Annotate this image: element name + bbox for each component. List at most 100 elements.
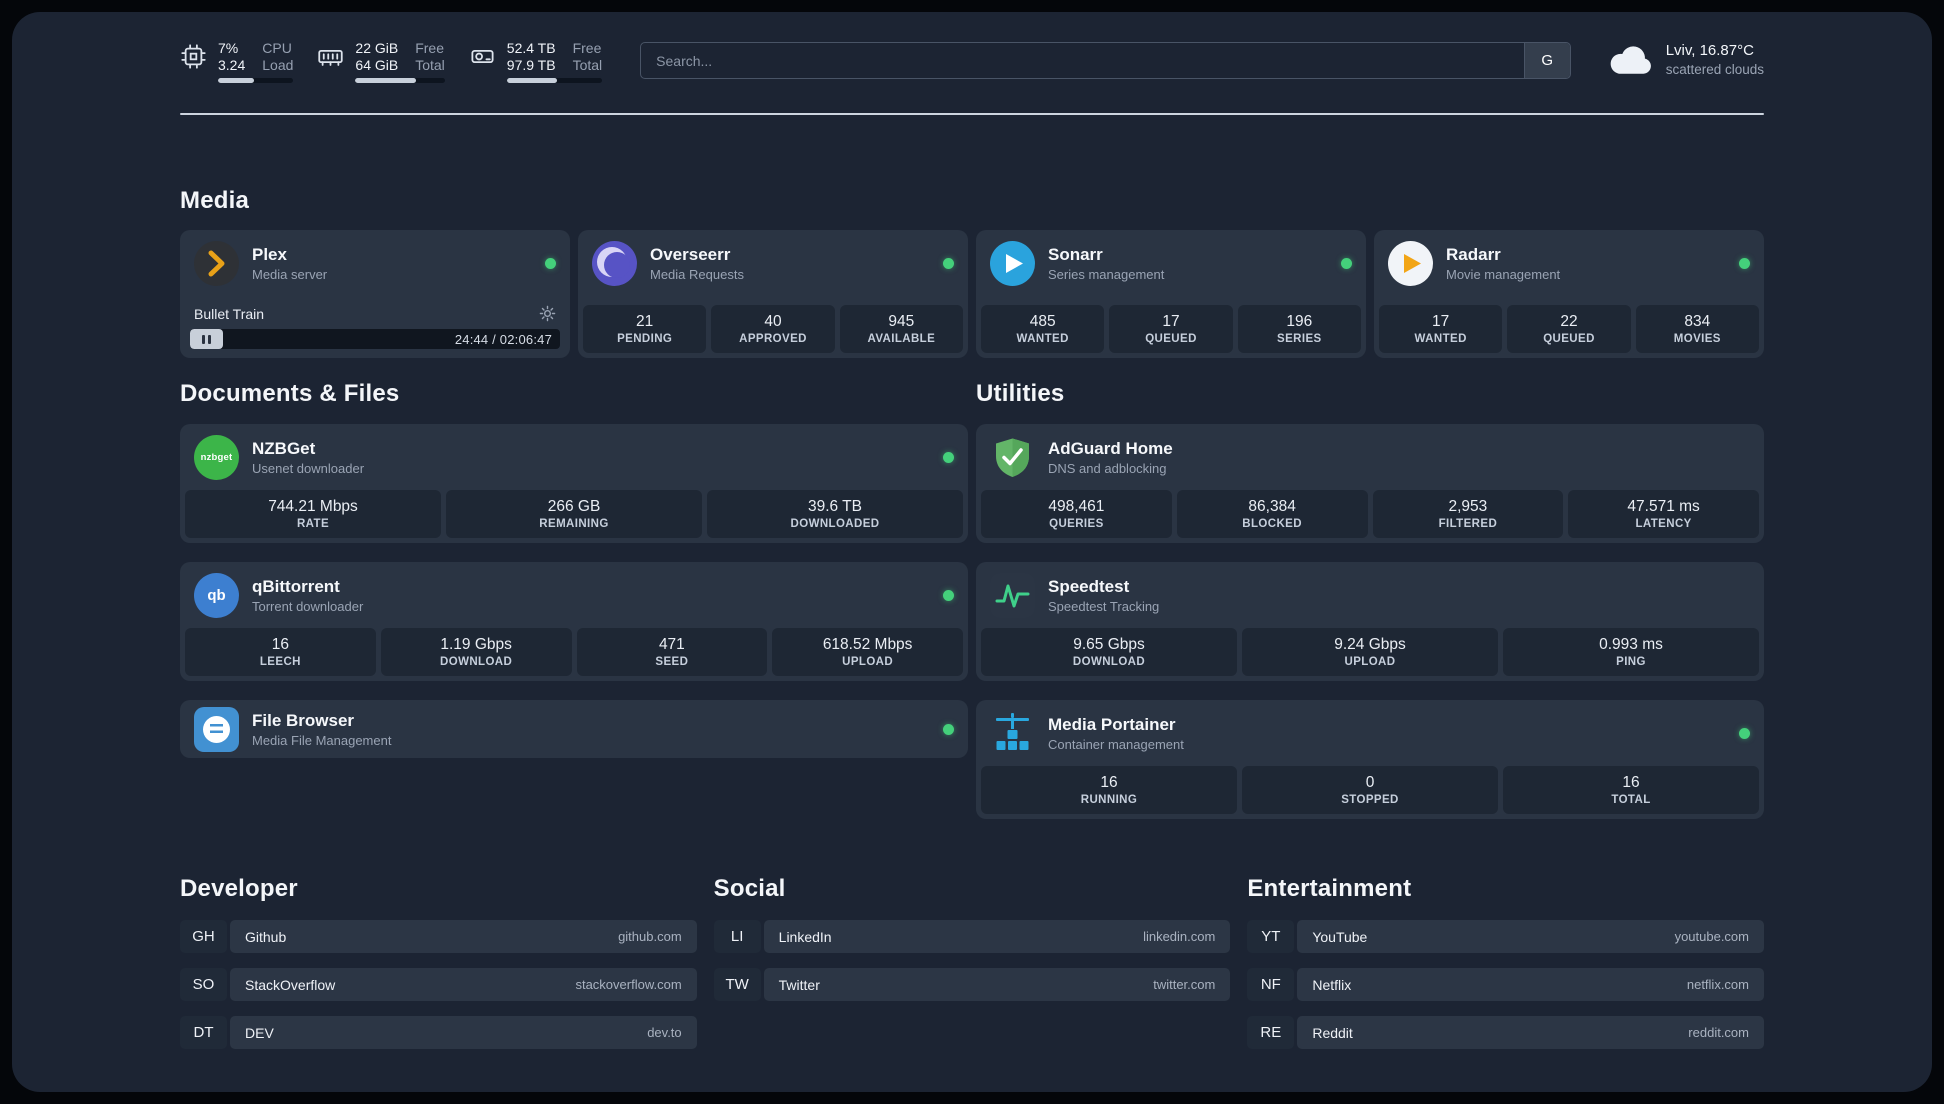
stat-running: 16 RUNNING bbox=[981, 766, 1237, 814]
sonarr-card[interactable]: Sonarr Series management 485 WANTED 17 QUE… bbox=[976, 230, 1366, 358]
plex-card[interactable]: Plex Media server Bullet Train bbox=[180, 230, 570, 358]
memory-free-value: 22 GiB bbox=[355, 40, 399, 56]
app-desc: Container management bbox=[1048, 737, 1184, 752]
qbittorrent-card[interactable]: qb qBittorrent Torrent downloader 16 LEEC… bbox=[180, 562, 968, 681]
bookmark-stackoverflow[interactable]: SO StackOverflow stackoverflow.com bbox=[180, 968, 697, 1001]
bookmark-name: Twitter bbox=[778, 976, 820, 993]
status-dot bbox=[943, 590, 954, 601]
bookmark-domain: youtube.com bbox=[1674, 929, 1749, 944]
cpu-label: CPU bbox=[262, 40, 292, 56]
stat-total: 16 TOTAL bbox=[1503, 766, 1759, 814]
bookmark-name: Github bbox=[245, 928, 287, 945]
playback-progress-bar[interactable]: 24:44 / 02:06:47 bbox=[190, 329, 560, 349]
cpu-widget: 7% 3.24 CPU Load bbox=[180, 40, 294, 83]
app-desc: Media server bbox=[252, 267, 328, 282]
cpu-percent: 7% bbox=[218, 40, 239, 56]
radarr-icon bbox=[1388, 241, 1433, 286]
section-heading-social: Social bbox=[713, 875, 786, 902]
stat-upload: 9.24 Gbps UPLOAD bbox=[1242, 628, 1498, 676]
weather-condition: scattered clouds bbox=[1665, 62, 1764, 77]
stat-download: 9.65 Gbps DOWNLOAD bbox=[981, 628, 1237, 676]
filebrowser-card[interactable]: File Browser Media File Management bbox=[180, 700, 968, 758]
portainer-card[interactable]: Media Portainer Container management 16 R… bbox=[976, 700, 1764, 819]
app-name: Overseerr bbox=[650, 245, 731, 264]
bookmark-reddit[interactable]: RE Reddit reddit.com bbox=[1247, 1016, 1764, 1049]
status-dot bbox=[943, 258, 954, 269]
bookmark-twitter[interactable]: TW Twitter twitter.com bbox=[713, 968, 1231, 1001]
filebrowser-icon bbox=[194, 706, 239, 752]
disk-free-value: 52.4 TB bbox=[506, 40, 556, 56]
app-desc: Usenet downloader bbox=[252, 461, 365, 476]
topbar-divider bbox=[180, 113, 1764, 115]
bookmark-abbr: NF bbox=[1247, 968, 1295, 1001]
bookmark-name: LinkedIn bbox=[778, 928, 832, 945]
app-name: Sonarr bbox=[1048, 245, 1103, 264]
memory-usage-bar bbox=[355, 78, 445, 83]
plex-icon bbox=[194, 241, 239, 286]
overseerr-card[interactable]: Overseerr Media Requests 21 PENDING 40 APP… bbox=[578, 230, 968, 358]
bookmark-abbr: SO bbox=[180, 968, 227, 1001]
bookmark-name: YouTube bbox=[1312, 928, 1368, 945]
disk-widget: 52.4 TB 97.9 TB Free Total bbox=[469, 40, 603, 83]
cpu-load-value: 3.24 bbox=[218, 57, 246, 73]
search-input[interactable] bbox=[640, 42, 1571, 79]
stat-approved: 40 APPROVED bbox=[711, 305, 835, 353]
stat-movies: 834 MOVIES bbox=[1635, 305, 1759, 353]
disk-free-label: Free bbox=[572, 40, 602, 56]
stat-blocked: 86,384 BLOCKED bbox=[1176, 490, 1368, 538]
app-desc: Media File Management bbox=[252, 732, 392, 748]
bookmark-abbr: YT bbox=[1247, 920, 1295, 953]
app-name: File Browser bbox=[252, 710, 355, 730]
stat-queued: 17 QUEUED bbox=[1109, 305, 1233, 353]
speedtest-card[interactable]: Speedtest Speedtest Tracking 9.65 Gbps DO… bbox=[976, 562, 1764, 681]
section-heading-media: Media bbox=[180, 187, 250, 214]
bookmark-linkedin[interactable]: LI LinkedIn linkedin.com bbox=[713, 920, 1231, 953]
bookmark-domain: twitter.com bbox=[1153, 977, 1216, 992]
bookmark-abbr: TW bbox=[713, 968, 761, 1001]
media-grid: Plex Media server Bullet Train bbox=[180, 230, 1764, 358]
section-heading-documents: Documents & Files bbox=[180, 380, 400, 407]
section-heading-utilities: Utilities bbox=[976, 380, 1065, 407]
bookmark-youtube[interactable]: YT YouTube youtube.com bbox=[1247, 920, 1764, 953]
stat-queries: 498,461 QUERIES bbox=[981, 490, 1172, 538]
status-dot bbox=[1739, 728, 1750, 739]
stat-download: 1.19 Gbps DOWNLOAD bbox=[380, 628, 572, 676]
social-column: Social LI LinkedIn linkedin.com TW Twitt… bbox=[713, 875, 1231, 1064]
stat-downloaded: 39.6 TB DOWNLOADED bbox=[707, 490, 963, 538]
portainer-icon bbox=[990, 711, 1035, 756]
bookmark-github[interactable]: GH Github github.com bbox=[180, 920, 697, 953]
nzbget-card[interactable]: nzbget NZBGet Usenet downloader 744.21 M… bbox=[180, 424, 968, 543]
adguard-icon bbox=[990, 435, 1035, 480]
status-dot bbox=[1341, 258, 1352, 269]
stat-pending: 21 PENDING bbox=[583, 305, 707, 353]
bookmark-domain: reddit.com bbox=[1688, 1025, 1749, 1040]
memory-widget: 22 GiB 64 GiB Free Total bbox=[317, 40, 445, 83]
bookmark-dev[interactable]: DT DEV dev.to bbox=[180, 1016, 697, 1049]
app-desc: Torrent downloader bbox=[252, 599, 364, 614]
memory-total-label: Total bbox=[415, 57, 445, 73]
status-dot bbox=[545, 258, 556, 269]
topbar: 7% 3.24 CPU Load bbox=[180, 40, 1764, 83]
pause-button[interactable] bbox=[190, 329, 223, 349]
bookmark-abbr: LI bbox=[713, 920, 761, 953]
bookmark-netflix[interactable]: NF Netflix netflix.com bbox=[1247, 968, 1764, 1001]
radarr-card[interactable]: Radarr Movie management 17 WANTED 22 QUEUE… bbox=[1374, 230, 1764, 358]
disk-total-value: 97.9 TB bbox=[506, 57, 556, 73]
bookmark-name: DEV bbox=[245, 1024, 274, 1041]
gear-icon[interactable] bbox=[539, 305, 556, 322]
stat-series: 196 SERIES bbox=[1237, 305, 1361, 353]
dashboard: 7% 3.24 CPU Load bbox=[12, 12, 1932, 1092]
status-dot bbox=[943, 723, 954, 735]
app-desc: DNS and adblocking bbox=[1048, 461, 1167, 476]
memory-free-label: Free bbox=[415, 40, 445, 56]
disk-total-label: Total bbox=[572, 57, 603, 73]
bookmark-domain: netflix.com bbox=[1686, 977, 1749, 992]
search-provider-button[interactable]: G bbox=[1523, 43, 1570, 78]
disk-icon bbox=[469, 43, 496, 70]
app-desc: Movie management bbox=[1446, 267, 1561, 282]
adguard-card[interactable]: AdGuard Home DNS and adblocking 498,461 Q… bbox=[976, 424, 1764, 543]
stat-available: 945 AVAILABLE bbox=[839, 305, 963, 353]
status-dot bbox=[943, 452, 954, 463]
sonarr-icon bbox=[990, 241, 1035, 286]
utilities-column: Utilities bbox=[976, 380, 1764, 819]
